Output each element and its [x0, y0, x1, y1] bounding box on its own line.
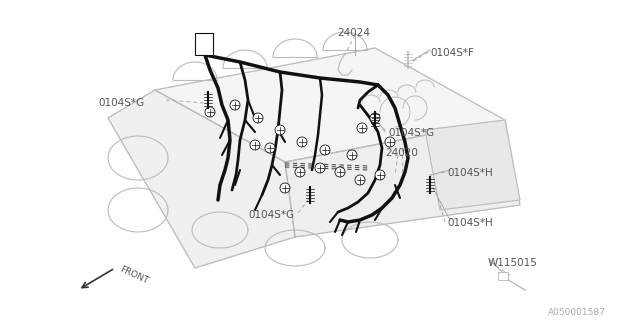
- Circle shape: [347, 150, 357, 160]
- Circle shape: [295, 167, 305, 177]
- Circle shape: [297, 137, 307, 147]
- Circle shape: [205, 107, 215, 117]
- Text: 0104S*G: 0104S*G: [388, 128, 434, 138]
- Text: 24024: 24024: [337, 28, 370, 38]
- Circle shape: [375, 170, 385, 180]
- Circle shape: [275, 125, 285, 135]
- Polygon shape: [285, 120, 520, 237]
- Text: W115015: W115015: [488, 258, 538, 268]
- Circle shape: [253, 113, 263, 123]
- Circle shape: [280, 183, 290, 193]
- Circle shape: [385, 137, 395, 147]
- Text: 0104S*H: 0104S*H: [447, 168, 493, 178]
- Text: FRONT: FRONT: [118, 265, 150, 286]
- Circle shape: [250, 140, 260, 150]
- Circle shape: [357, 123, 367, 133]
- Text: 0104S*G: 0104S*G: [98, 98, 144, 108]
- Text: A050001587: A050001587: [548, 308, 606, 317]
- Circle shape: [265, 143, 275, 153]
- Text: 24020: 24020: [385, 148, 418, 158]
- Text: 0104S*G: 0104S*G: [248, 210, 294, 220]
- Circle shape: [370, 113, 380, 123]
- Bar: [498, 272, 508, 280]
- Polygon shape: [425, 120, 520, 210]
- Polygon shape: [108, 90, 295, 268]
- Circle shape: [230, 100, 240, 110]
- Bar: [195, 33, 213, 55]
- Polygon shape: [155, 48, 505, 162]
- Circle shape: [320, 145, 330, 155]
- Circle shape: [315, 163, 325, 173]
- Text: 0104S*F: 0104S*F: [430, 48, 474, 58]
- Text: 0104S*H: 0104S*H: [447, 218, 493, 228]
- Circle shape: [355, 175, 365, 185]
- Circle shape: [335, 167, 345, 177]
